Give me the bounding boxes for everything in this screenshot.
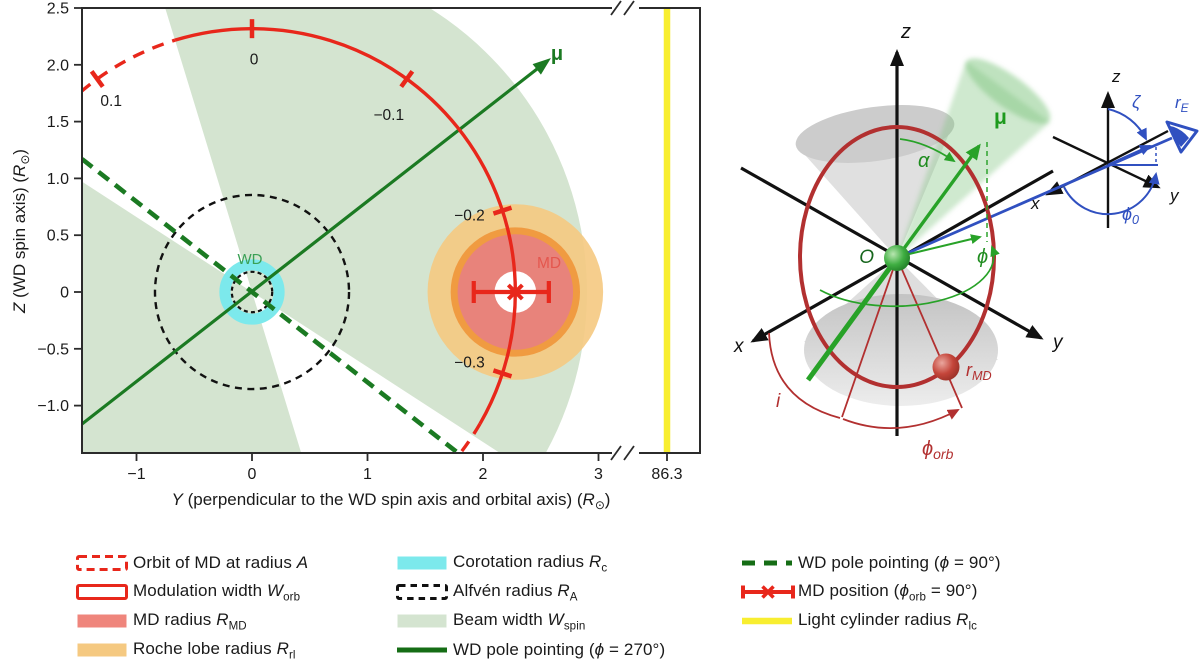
magnetic-pole-line: [805, 256, 900, 382]
r-md-label: rMD: [966, 360, 992, 383]
alpha-angle-arc: [899, 138, 956, 163]
md-label: MD: [537, 255, 561, 272]
phi0-label: ϕ0: [1122, 204, 1139, 227]
observer-z-label: z: [1111, 67, 1121, 86]
wd-sphere: [884, 245, 910, 271]
zeta-angle-arc: [1107, 108, 1147, 141]
lower-cone-mouth: [804, 294, 998, 406]
wd-label: WD: [238, 251, 263, 268]
y-axis-label: y: [1051, 332, 1064, 353]
orbit-reference-radius: [841, 257, 898, 418]
x-tick-label: −1: [127, 466, 145, 483]
upper-cone-mouth: [795, 105, 955, 163]
orbital-phase-label: −0.2: [454, 208, 485, 225]
y-tick-label: 2.5: [47, 1, 69, 18]
observer-vector-arrow: [1107, 144, 1152, 167]
orbital-phase-tick: [399, 69, 415, 88]
origin-label: O: [859, 247, 874, 268]
left-plot-panel: 0.1 0 −0.1 −0.2 −0.3 −1 0 1 2 3 86.3 2.5 2.0 1.5 1.0 0.…: [10, 0, 701, 512]
x-axis-title: Y (perpendicular to the WD spin axis and…: [172, 490, 611, 512]
x-tick-label: 1: [363, 466, 372, 483]
r-e-label: rE: [1175, 93, 1190, 115]
x-tick-label: 2: [479, 466, 488, 483]
z-axis-label: z: [900, 21, 911, 43]
orbital-phase-label: −0.1: [373, 107, 404, 124]
orbital-phase-label: −0.3: [454, 354, 485, 371]
axis-break-slash: [623, 445, 635, 461]
md-radius-line: [896, 257, 963, 409]
axis-break-slash: [610, 445, 622, 461]
observer-y-label: y: [1169, 186, 1180, 205]
axis-break-slash: [623, 0, 635, 16]
wd-inner-dashed-circle: [230, 270, 274, 314]
x-tick-label: 0: [248, 466, 257, 483]
y-tick-label: 0.5: [47, 228, 69, 245]
axis-break-slash: [610, 0, 622, 16]
mu-label: μ: [551, 43, 563, 65]
y-axis-title: Z (WD spin axis) (R⊙): [10, 149, 32, 314]
right-3d-diagram: z x y O μ α ϕ i ϕorb rMD z x y ζ ϕ0 rE: [733, 21, 1199, 462]
y-tick-label: −1.0: [37, 398, 69, 415]
alfven-radius-circle: [153, 193, 351, 391]
alpha-label: α: [918, 150, 930, 172]
plot-content: 0.1 0 −0.1 −0.2 −0.3: [82, 8, 671, 453]
inclination-arc: [768, 332, 841, 419]
zeta-label: ζ: [1132, 92, 1142, 112]
orbit-dashed-arc: [82, 38, 176, 94]
orbital-phase-label: 0.1: [100, 93, 122, 110]
beam-cone-mouth: [965, 58, 1051, 124]
observer-y-axis: [1052, 135, 1161, 189]
mu-arrowhead: [532, 58, 551, 75]
inclination-label: i: [776, 391, 781, 412]
x-axis-label: x: [733, 336, 745, 357]
orbital-phase-tick: [89, 69, 105, 88]
observer-x-label: x: [1030, 194, 1040, 213]
plot-border: [81, 7, 701, 454]
phi-orb-arc: [842, 409, 960, 430]
mu-label: μ: [994, 106, 1007, 129]
wd-pole-90-line: [82, 157, 460, 453]
phi-angle-arc: [819, 245, 1000, 308]
wd-pole-270-line: [82, 60, 547, 426]
corotation-ring: [219, 259, 285, 325]
beam-width-sector: [82, 181, 302, 453]
eye-pupil: [1170, 126, 1189, 147]
y-tick-label: −0.5: [37, 341, 69, 358]
phi-label: ϕ: [977, 246, 988, 268]
orbit-dashed-arc: [458, 422, 482, 453]
mu-projection-arrow: [900, 234, 982, 257]
phi0-angle-arc: [1063, 172, 1160, 216]
orbital-phase-label: 0: [250, 52, 259, 69]
orbital-phase-tick: [492, 205, 513, 216]
phi-orb-label: ϕorb: [922, 438, 954, 462]
y-tick-label: 2.0: [47, 57, 69, 74]
md-position-marker: [506, 283, 524, 301]
y-tick-label: 1.5: [47, 114, 69, 131]
mu-vector-arrow: [895, 143, 981, 260]
y-tick-label: 0: [60, 285, 69, 302]
x-tick-label: 3: [594, 466, 603, 483]
x-tick-label-break: 86.3: [651, 466, 682, 483]
y-tick-label: 1.0: [47, 171, 69, 188]
orbit-solid-arc: [174, 26, 518, 425]
orbital-phase-tick: [492, 368, 513, 379]
md-sphere: [932, 353, 960, 381]
